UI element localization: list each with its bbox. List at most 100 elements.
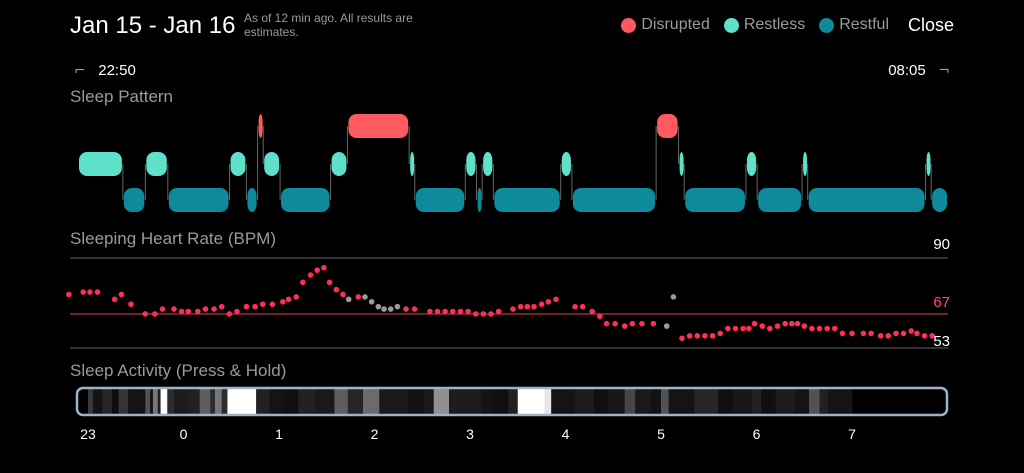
hr-point: [226, 311, 233, 317]
end-time: 08:05 ¬: [888, 62, 950, 79]
hr-point: [202, 306, 209, 312]
activity-band[interactable]: [363, 388, 380, 415]
activity-band[interactable]: [608, 388, 626, 415]
activity-band[interactable]: [152, 388, 159, 415]
hr-point: [368, 298, 375, 305]
start-time-label: 22:50: [98, 62, 136, 79]
hr-point: [868, 330, 874, 337]
activity-band[interactable]: [433, 388, 450, 415]
sleep-activity-chart[interactable]: [75, 386, 949, 417]
activity-band[interactable]: [492, 388, 509, 415]
hr-point: [111, 296, 118, 303]
activity-band[interactable]: [661, 388, 670, 415]
pattern-segment-restful: [685, 188, 745, 212]
hr-point: [355, 294, 362, 300]
activity-band[interactable]: [775, 388, 796, 415]
activity-band[interactable]: [102, 388, 113, 415]
activity-band[interactable]: [199, 388, 211, 415]
hr-point: [524, 303, 531, 310]
activity-band[interactable]: [624, 388, 636, 415]
activity-band[interactable]: [167, 388, 175, 415]
hr-point: [142, 311, 149, 317]
activity-band[interactable]: [334, 388, 349, 415]
activity-band[interactable]: [819, 388, 829, 415]
activity-band[interactable]: [481, 388, 494, 415]
activity-band[interactable]: [809, 388, 821, 415]
activity-band[interactable]: [269, 388, 285, 415]
activity-band[interactable]: [160, 388, 168, 415]
hr-point: [801, 323, 808, 329]
activity-band[interactable]: [188, 388, 201, 415]
activity-band[interactable]: [761, 388, 777, 415]
disrupted-swatch: [621, 17, 637, 33]
activity-band[interactable]: [315, 388, 335, 415]
activity-band[interactable]: [150, 388, 154, 415]
activity-band[interactable]: [407, 388, 425, 415]
legend-disrupted-label: Disrupted: [641, 16, 710, 33]
hr-point: [293, 294, 299, 300]
activity-band[interactable]: [283, 388, 299, 415]
activity-band[interactable]: [651, 388, 662, 415]
pattern-segment-restful: [123, 188, 145, 212]
hr-point: [597, 313, 603, 320]
close-button[interactable]: Close: [907, 15, 954, 35]
activity-band[interactable]: [732, 388, 753, 415]
activity-band[interactable]: [694, 388, 719, 415]
activity-band[interactable]: [111, 388, 120, 415]
hr-point: [860, 330, 867, 337]
activity-bar-frame[interactable]: [75, 386, 949, 417]
hour-label: 6: [752, 426, 761, 442]
activity-band[interactable]: [517, 388, 545, 415]
activity-band[interactable]: [379, 388, 409, 415]
pattern-segment-disrupted: [657, 114, 678, 138]
activity-band[interactable]: [236, 388, 257, 415]
hr-point: [725, 325, 731, 332]
hr-point: [639, 320, 645, 327]
hr-point: [387, 306, 394, 312]
hr-point: [118, 291, 125, 298]
hr-point: [375, 303, 382, 310]
activity-band[interactable]: [718, 388, 734, 415]
activity-band[interactable]: [227, 388, 237, 415]
activity-band[interactable]: [128, 388, 146, 415]
estimate-note: As of 12 min ago. All results are estima…: [244, 11, 413, 39]
activity-band[interactable]: [347, 388, 364, 415]
activity-band[interactable]: [448, 388, 482, 415]
hr-point: [457, 308, 464, 315]
activity-band[interactable]: [256, 388, 270, 415]
activity-band[interactable]: [751, 388, 762, 415]
activity-band[interactable]: [594, 388, 609, 415]
activity-band[interactable]: [92, 388, 103, 415]
activity-band[interactable]: [298, 388, 316, 415]
activity-band[interactable]: [210, 388, 216, 415]
sleep-activity-label: Sleep Activity (Press & Hold): [70, 361, 287, 380]
hr-point: [603, 320, 610, 327]
activity-band[interactable]: [575, 388, 595, 415]
pattern-segment-restful: [281, 188, 330, 212]
activity-band[interactable]: [215, 388, 223, 415]
activity-band[interactable]: [794, 388, 810, 415]
activity-band[interactable]: [668, 388, 695, 415]
activity-band[interactable]: [173, 388, 189, 415]
hr-point: [612, 320, 618, 327]
heart-rate-chart: [66, 257, 948, 349]
hr-point: [280, 298, 286, 305]
hr-point: [832, 325, 838, 332]
activity-band[interactable]: [551, 388, 576, 415]
activity-band[interactable]: [424, 388, 435, 415]
activity-band[interactable]: [145, 388, 151, 415]
hr-point: [243, 303, 250, 310]
activity-band[interactable]: [221, 388, 228, 415]
activity-band[interactable]: [157, 388, 162, 415]
hour-label: 23: [80, 426, 96, 442]
activity-band[interactable]: [88, 388, 94, 415]
hr-point: [465, 308, 471, 315]
hr-point: [679, 335, 685, 342]
activity-bands[interactable]: [88, 388, 853, 415]
activity-band[interactable]: [635, 388, 652, 415]
activity-band[interactable]: [508, 388, 519, 415]
hr-point: [80, 289, 87, 295]
activity-band[interactable]: [828, 388, 853, 415]
activity-band[interactable]: [544, 388, 552, 415]
activity-band[interactable]: [118, 388, 129, 415]
